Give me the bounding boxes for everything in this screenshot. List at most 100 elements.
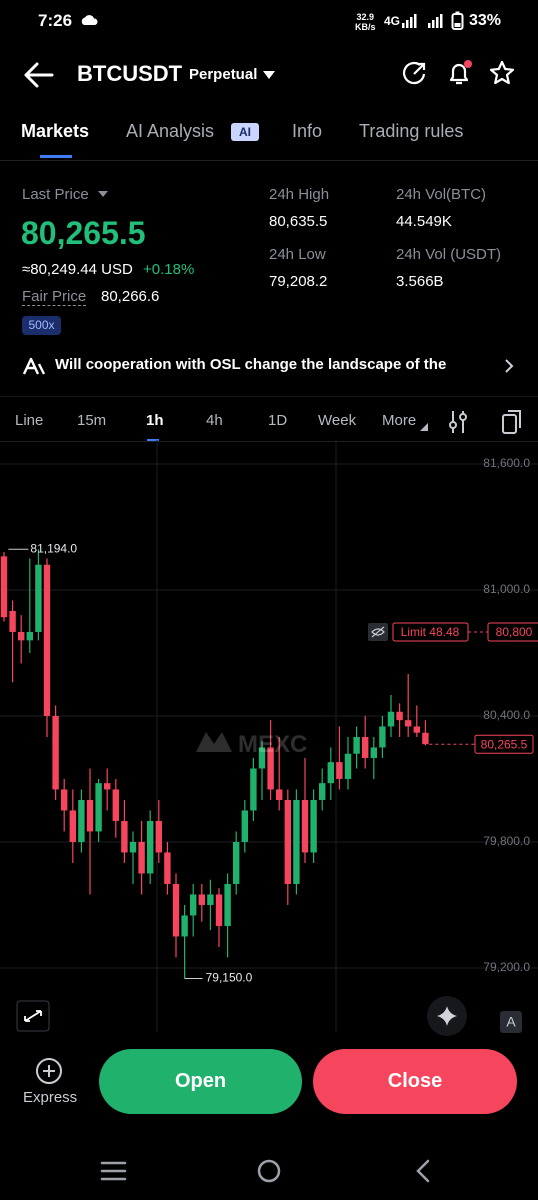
interval-option[interactable]: Week <box>318 412 357 429</box>
interval-option[interactable]: Line <box>15 412 44 429</box>
candle-body <box>310 799 317 853</box>
candle-body <box>319 783 326 800</box>
candle-body <box>379 726 386 748</box>
candle-body <box>9 610 16 632</box>
limit-price-box <box>487 622 538 642</box>
candle-body <box>405 720 412 727</box>
auto-scale-button[interactable] <box>500 1011 522 1033</box>
usd-value: ≈80,249.44 USD <box>22 261 133 278</box>
high-marker-label: 81,194.0 <box>30 541 77 555</box>
candle-body <box>327 762 334 784</box>
news-chevron[interactable] <box>503 358 515 374</box>
y-tick-label: 81,000.0 <box>483 582 530 596</box>
candle-body <box>258 747 266 769</box>
stat-value: 80,635.5 <box>269 213 328 230</box>
divider <box>0 396 538 397</box>
limit-order-box <box>392 622 469 642</box>
last-price-box <box>474 734 534 754</box>
ai-assist-icon <box>437 1006 457 1026</box>
express-icon[interactable] <box>35 1057 63 1085</box>
candle-body <box>198 894 205 905</box>
contract-caret <box>263 71 275 79</box>
candle-body <box>267 747 274 790</box>
candle-body <box>138 841 145 874</box>
candle-body <box>155 820 162 853</box>
candle-body <box>43 564 51 716</box>
contract-type[interactable]: Perpetual <box>189 66 258 83</box>
candlestick-chart: 81,600.0 81,000.0 80,400.0 79,800.0 79,200.0… <box>0 440 538 1036</box>
express-label[interactable]: Express <box>23 1089 78 1106</box>
fullscreen-button[interactable] <box>16 1000 50 1032</box>
watermark-logo <box>196 732 232 752</box>
candle-body <box>224 883 231 926</box>
home[interactable] <box>257 1159 281 1183</box>
stat-value: 44.549K <box>396 213 452 230</box>
speed-value: 32.9 <box>356 12 375 22</box>
open-button[interactable]: Open <box>99 1049 302 1114</box>
candle-body <box>61 789 68 811</box>
candle-body <box>0 556 8 618</box>
interval-option[interactable]: 1D <box>268 412 288 429</box>
speed-unit: KB/s <box>355 22 376 32</box>
leverage-badge: 500x <box>22 316 61 335</box>
back[interactable] <box>416 1159 430 1183</box>
tab[interactable]: Info <box>292 121 323 141</box>
candle-body <box>215 894 223 926</box>
candle-body <box>387 711 395 727</box>
symbol[interactable]: BTCUSDT <box>77 61 183 86</box>
watermark: MEXC <box>238 731 307 758</box>
battery-icon <box>451 11 464 30</box>
candle-body <box>18 631 25 641</box>
network-speed: 32.9 KB/s <box>355 12 376 32</box>
battery-level: 33% <box>469 12 502 29</box>
close-button[interactable]: Close <box>313 1049 517 1114</box>
candle-body <box>190 894 197 916</box>
alert-button[interactable] <box>444 58 474 88</box>
tab[interactable]: Trading rules <box>359 121 464 141</box>
news-icon <box>22 357 46 375</box>
candle-body <box>241 810 248 842</box>
candle-body <box>181 915 188 937</box>
candle-body <box>104 783 111 790</box>
limit-order-label: Limit 48.48 <box>401 625 460 639</box>
recent-apps[interactable] <box>100 1161 127 1181</box>
back-button[interactable] <box>22 60 56 90</box>
divider <box>0 441 538 442</box>
candle-body <box>26 631 33 641</box>
more-caret <box>420 423 428 431</box>
candle-body <box>233 841 240 884</box>
interval-option[interactable]: 1h <box>146 412 164 429</box>
status-time: 7:26 <box>38 11 73 30</box>
interval-option[interactable]: 4h <box>206 412 223 429</box>
candle-body <box>353 736 360 754</box>
network-type: 4G <box>384 14 401 28</box>
cloud-icon <box>81 15 98 25</box>
candle-body <box>69 810 76 842</box>
price-change: +0.18% <box>143 261 195 278</box>
tab[interactable]: AI Analysis <box>126 121 215 141</box>
plot: 81,600.0 81,000.0 80,400.0 79,800.0 79,200.0… <box>0 440 538 1032</box>
news-headline[interactable]: Will cooperation with OSL change the lan… <box>55 356 447 373</box>
y-tick-label: 79,800.0 <box>483 834 530 848</box>
candle-body <box>86 799 94 832</box>
candle-body <box>172 883 180 937</box>
chart-settings[interactable] <box>500 408 524 436</box>
candle-body <box>207 894 214 905</box>
indicator-settings[interactable] <box>447 409 469 435</box>
candle-body <box>301 799 309 853</box>
y-tick-label: 81,600.0 <box>483 456 530 470</box>
limit-price-label: 80,800 <box>496 625 533 639</box>
candle-body <box>164 852 171 884</box>
interval-option[interactable]: More <box>382 412 417 429</box>
tab[interactable]: Markets <box>21 121 90 141</box>
stat-value: 3.566B <box>396 273 444 290</box>
interval-option[interactable]: 15m <box>77 412 107 429</box>
y-tick-label: 80,400.0 <box>483 708 530 722</box>
share-button[interactable] <box>400 60 428 88</box>
favorite-button[interactable] <box>488 59 516 87</box>
stat-label: 24h Vol(BTC) <box>396 186 487 203</box>
candle-body <box>344 753 352 779</box>
fullscreen-icon <box>24 1010 42 1022</box>
